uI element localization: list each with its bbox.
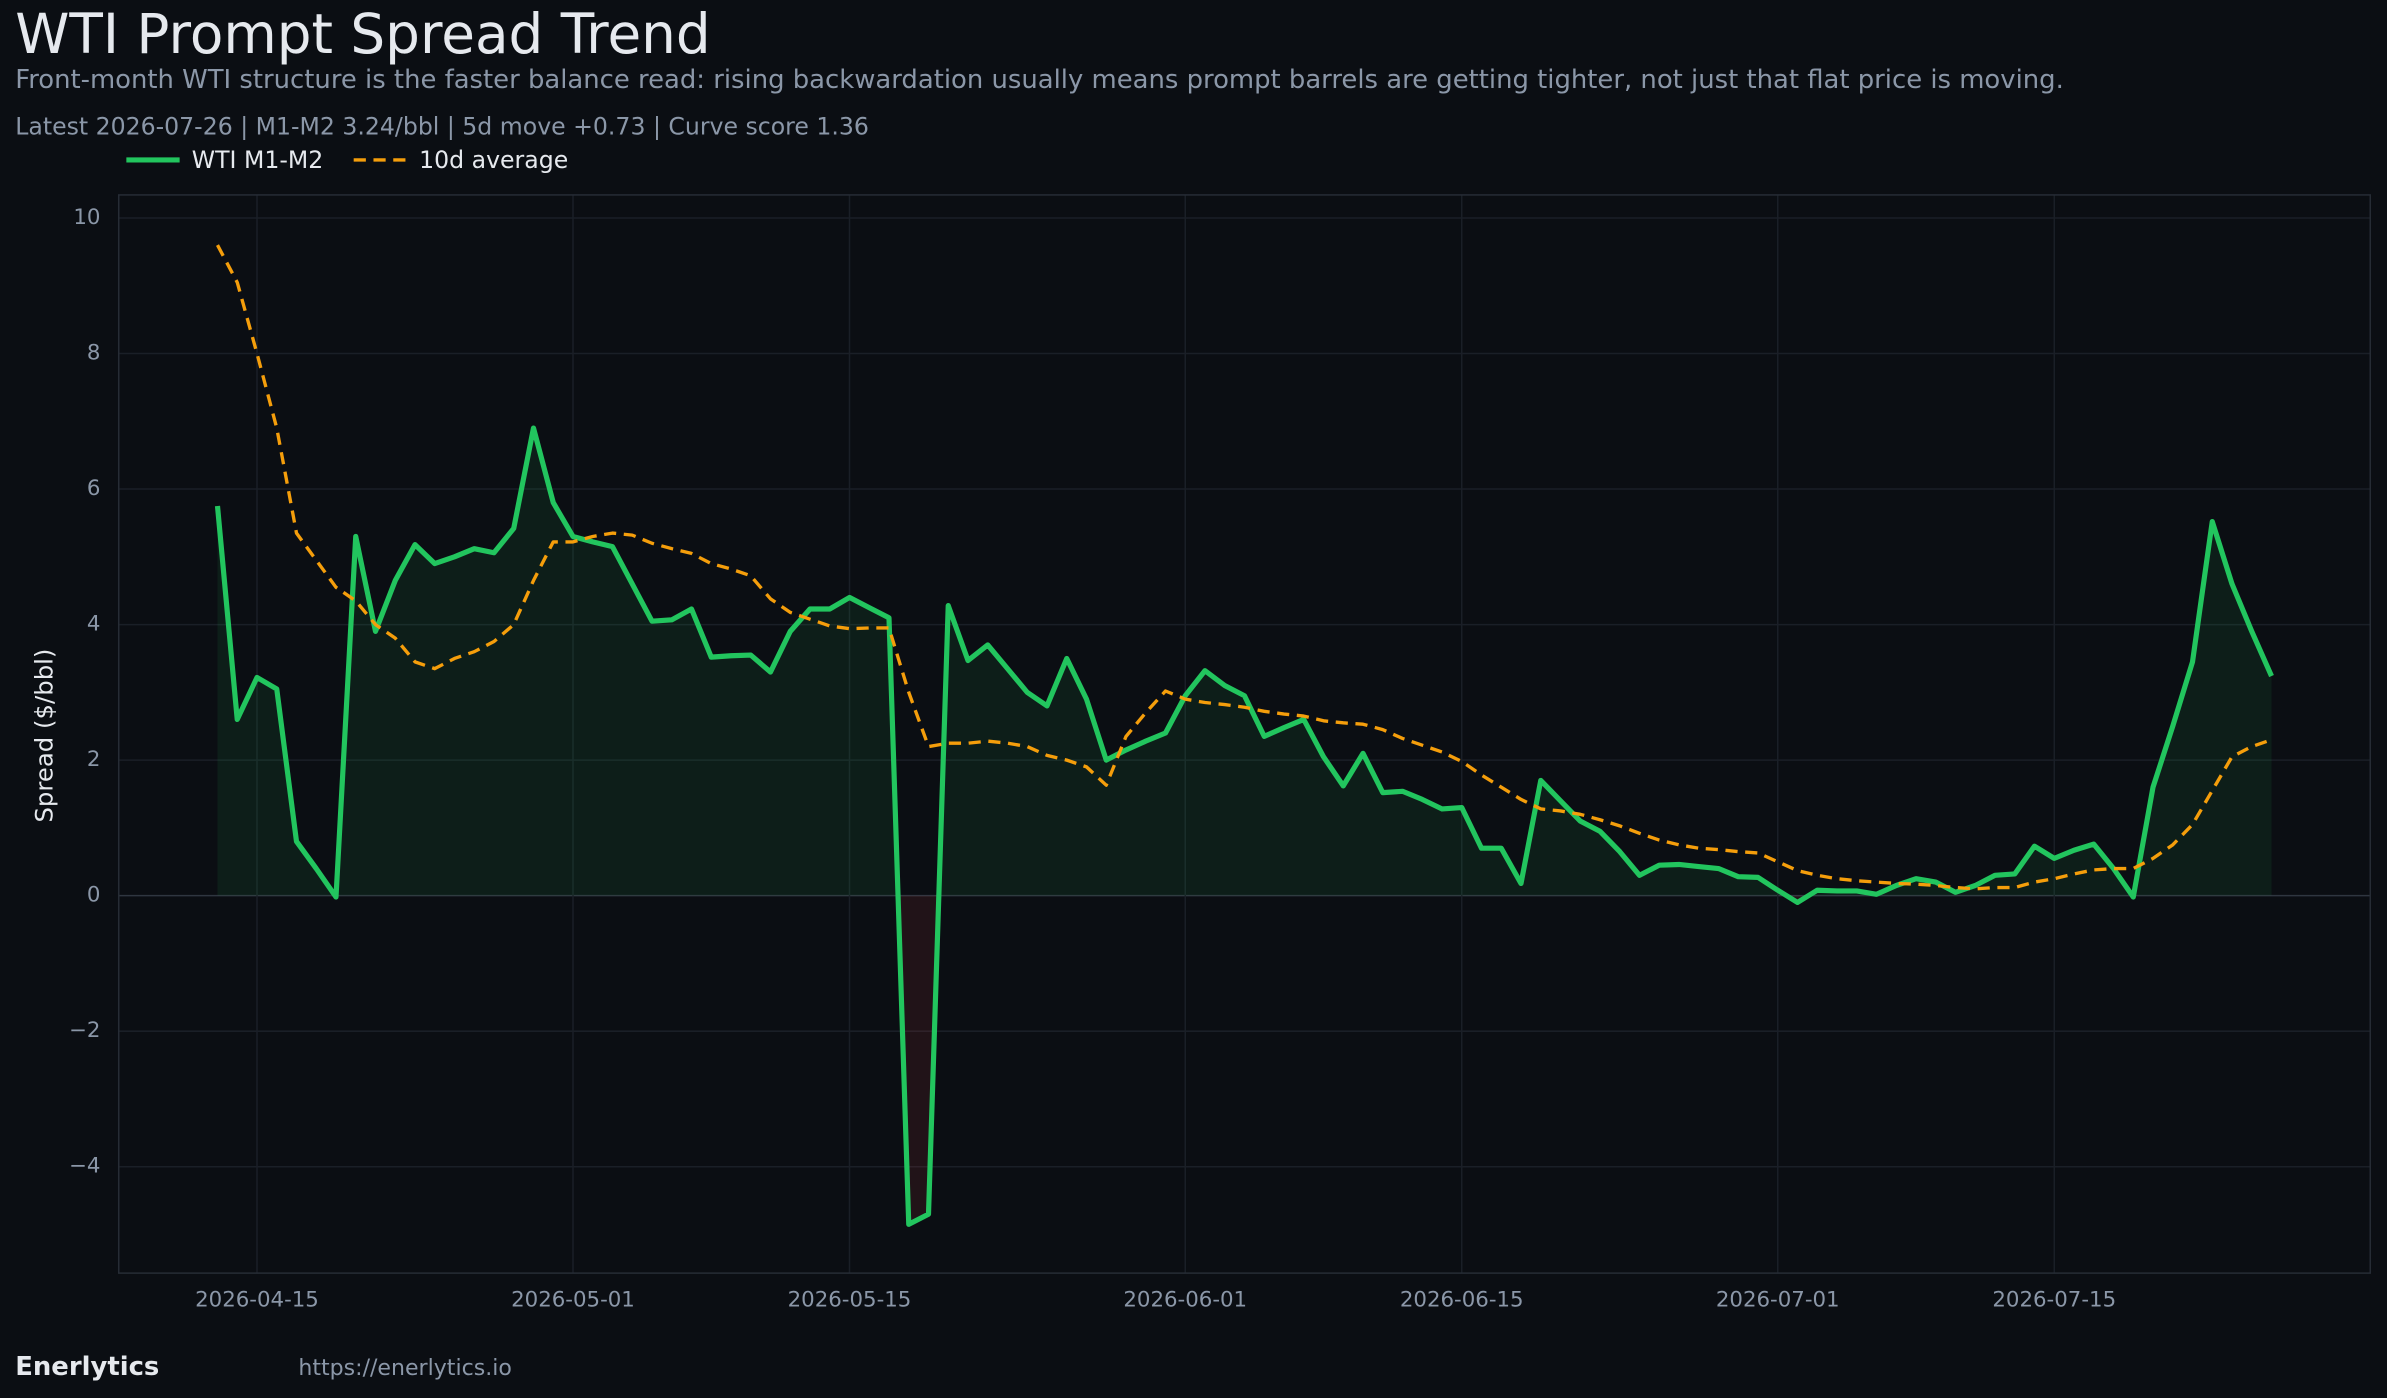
- y-tick-label: 4: [87, 612, 101, 637]
- x-tick-label: 2026-04-15: [195, 1288, 319, 1313]
- chart-title: WTI Prompt Spread Trend: [15, 2, 710, 66]
- x-tick-label: 2026-06-01: [1123, 1288, 1247, 1313]
- y-tick-label: 2: [87, 747, 101, 772]
- y-tick-label: 10: [73, 205, 100, 230]
- y-tick-label: 6: [87, 476, 101, 501]
- area-positive: [217, 428, 2272, 896]
- x-tick-label: 2026-05-15: [788, 1288, 912, 1313]
- axes-frame: [117, 194, 2372, 1274]
- chart-subtitle: Front-month WTI structure is the faster …: [15, 65, 2064, 95]
- plot-area: −4 −2 0 2 4 6 8 10 2026-04-15 2026-05-01 2026-05-1…: [69, 194, 2372, 1313]
- y-tick-label: 8: [87, 341, 101, 366]
- x-tick-label: 2026-07-01: [1716, 1288, 1840, 1313]
- series-line: [214, 425, 2274, 1227]
- y-axis-label: Spread ($/bbl): [30, 649, 59, 823]
- footer-url: https://enerlytics.io: [298, 1356, 511, 1381]
- series-line: [216, 244, 2273, 891]
- x-tick-label: 2026-06-15: [1400, 1288, 1524, 1313]
- y-tick-label: 0: [87, 883, 101, 908]
- x-tick-label: 2026-05-01: [511, 1288, 635, 1313]
- y-tick-label: −4: [69, 1154, 100, 1179]
- legend-label: 10d average: [419, 146, 568, 174]
- footer-brand: Enerlytics: [15, 1352, 159, 1382]
- y-tick-label: −2: [69, 1018, 100, 1043]
- legend-label: WTI M1-M2: [192, 146, 323, 174]
- stats-line: Latest 2026-07-26 | M1-M2 3.24/bbl | 5d …: [15, 112, 869, 140]
- x-tick-label: 2026-07-15: [1992, 1288, 2116, 1313]
